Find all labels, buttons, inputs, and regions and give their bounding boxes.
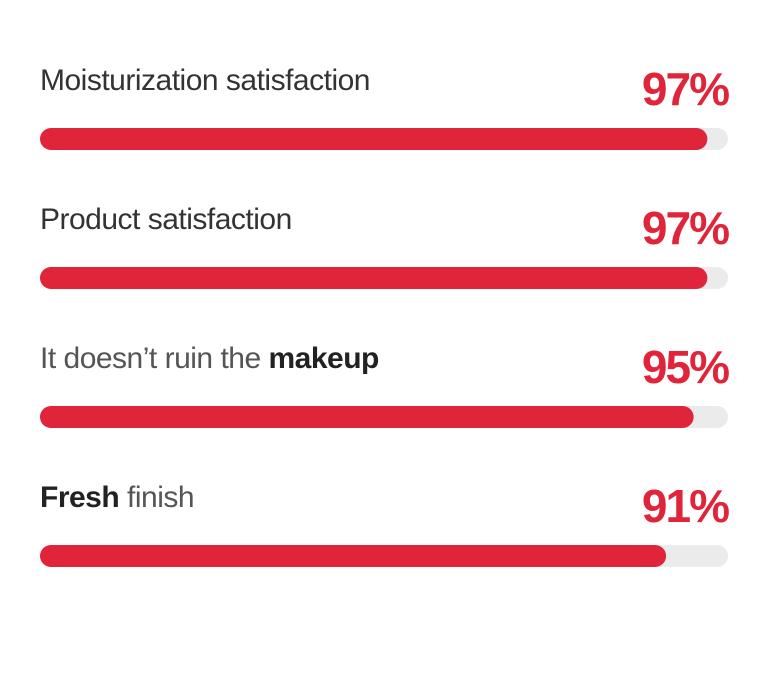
label-part: Product satisfaction <box>40 203 292 236</box>
bar <box>40 406 694 428</box>
bar <box>40 128 708 150</box>
label-part: Moisturization satisfaction <box>40 64 370 97</box>
value-label: 97% <box>642 63 729 115</box>
value-label: 97% <box>642 202 729 254</box>
row-label: Product satisfaction <box>40 203 292 236</box>
label-part: It doesn’t ruin the <box>40 342 268 375</box>
bar <box>40 267 708 289</box>
label-part: finish <box>119 481 194 514</box>
row-label: Moisturization satisfaction <box>40 64 370 97</box>
row-label: Fresh finish <box>40 481 194 514</box>
row-label: It doesn’t ruin the makeup <box>40 342 379 375</box>
label-part: makeup <box>268 342 379 375</box>
value-label: 91% <box>642 480 729 532</box>
value-label: 95% <box>642 341 729 393</box>
bar <box>40 545 667 567</box>
label-part: Fresh <box>40 481 119 514</box>
